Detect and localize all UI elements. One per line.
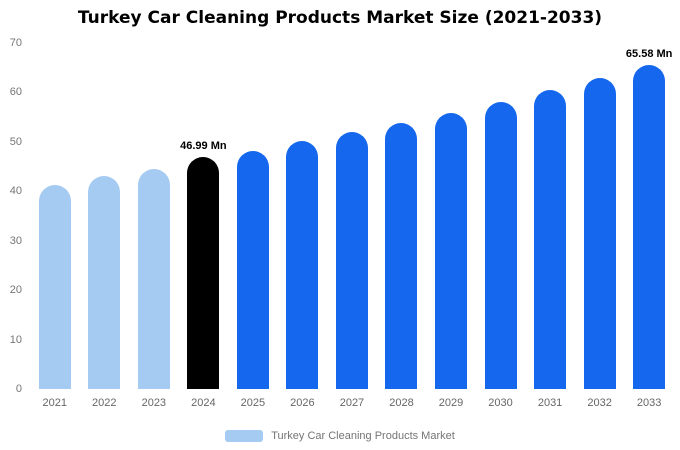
y-axis-tick-label: 60 — [9, 86, 22, 99]
y-axis-tick-label: 50 — [9, 135, 22, 148]
x-axis-tick-label: 2023 — [141, 397, 167, 409]
bar-2025[interactable] — [236, 150, 269, 389]
bar-column — [129, 43, 179, 389]
legend-label: Turkey Car Cleaning Products Market — [271, 430, 455, 442]
y-axis-tick-label: 70 — [9, 37, 22, 49]
bar-2028[interactable] — [385, 122, 418, 389]
bar-column — [228, 43, 278, 389]
x-axis-tick-label: 2030 — [488, 397, 513, 409]
x-axis-tick-label: 2021 — [42, 397, 67, 409]
x-axis-tick-label: 2031 — [537, 397, 563, 409]
bar-2023[interactable] — [137, 168, 170, 389]
bar-column — [377, 43, 427, 389]
y-axis-tick-label: 20 — [9, 284, 22, 297]
y-axis-tick-label: 40 — [9, 185, 22, 198]
bar-2021[interactable] — [38, 185, 71, 389]
legend-swatch-icon — [225, 430, 264, 442]
bar-column — [278, 43, 328, 389]
y-axis-tick-label: 30 — [9, 234, 22, 247]
bar-2029[interactable] — [435, 112, 468, 389]
x-axis-tick-label: 2033 — [636, 397, 662, 409]
bar-column — [426, 43, 476, 389]
bar-2031[interactable] — [534, 90, 567, 389]
bar-2033[interactable] — [633, 64, 666, 389]
y-axis-tick-label: 10 — [9, 333, 22, 346]
y-axis-tick-label: 0 — [15, 383, 22, 395]
bar-2032[interactable] — [583, 78, 616, 389]
bar-2030[interactable] — [484, 102, 517, 389]
legend: Turkey Car Cleaning Products Market — [0, 430, 680, 442]
bar-2024[interactable] — [187, 156, 220, 389]
x-axis-tick-label: 2022 — [92, 397, 117, 409]
y-axis: 0 10 20 30 40 50 60 70 — [0, 0, 24, 450]
bar-2027[interactable] — [335, 131, 368, 389]
bar-column — [476, 43, 526, 389]
bar-column — [575, 43, 625, 389]
x-axis: 2021 2022 2023 2024 2025 2026 2027 2028 2029 2030… — [30, 397, 674, 409]
legend-item[interactable]: Turkey Car Cleaning Products Market — [225, 430, 455, 442]
x-axis-tick-label: 2025 — [240, 397, 266, 409]
bar-column — [30, 43, 80, 389]
x-axis-tick-label: 2028 — [389, 397, 414, 409]
x-axis-tick-label: 2024 — [191, 397, 216, 409]
x-axis-tick-label: 2029 — [438, 397, 464, 409]
bar-column — [327, 43, 377, 389]
bar-value-label: 65.58 Mn — [625, 47, 673, 60]
x-axis-tick-label: 2027 — [339, 397, 365, 409]
x-axis-tick-label: 2032 — [587, 397, 612, 409]
bar-2026[interactable] — [286, 141, 319, 389]
bar-column: 65.58 Mn — [624, 43, 674, 389]
bar-2022[interactable] — [88, 176, 121, 389]
plot-area: 46.99 Mn 65.58 Mn — [30, 43, 674, 389]
bar-column: 46.99 Mn — [179, 43, 229, 389]
bar-column — [525, 43, 575, 389]
chart-title: Turkey Car Cleaning Products Market Size… — [77, 8, 603, 28]
x-axis-tick-label: 2026 — [290, 397, 315, 409]
bar-value-label: 46.99 Mn — [180, 139, 227, 152]
bar-column — [80, 43, 130, 389]
